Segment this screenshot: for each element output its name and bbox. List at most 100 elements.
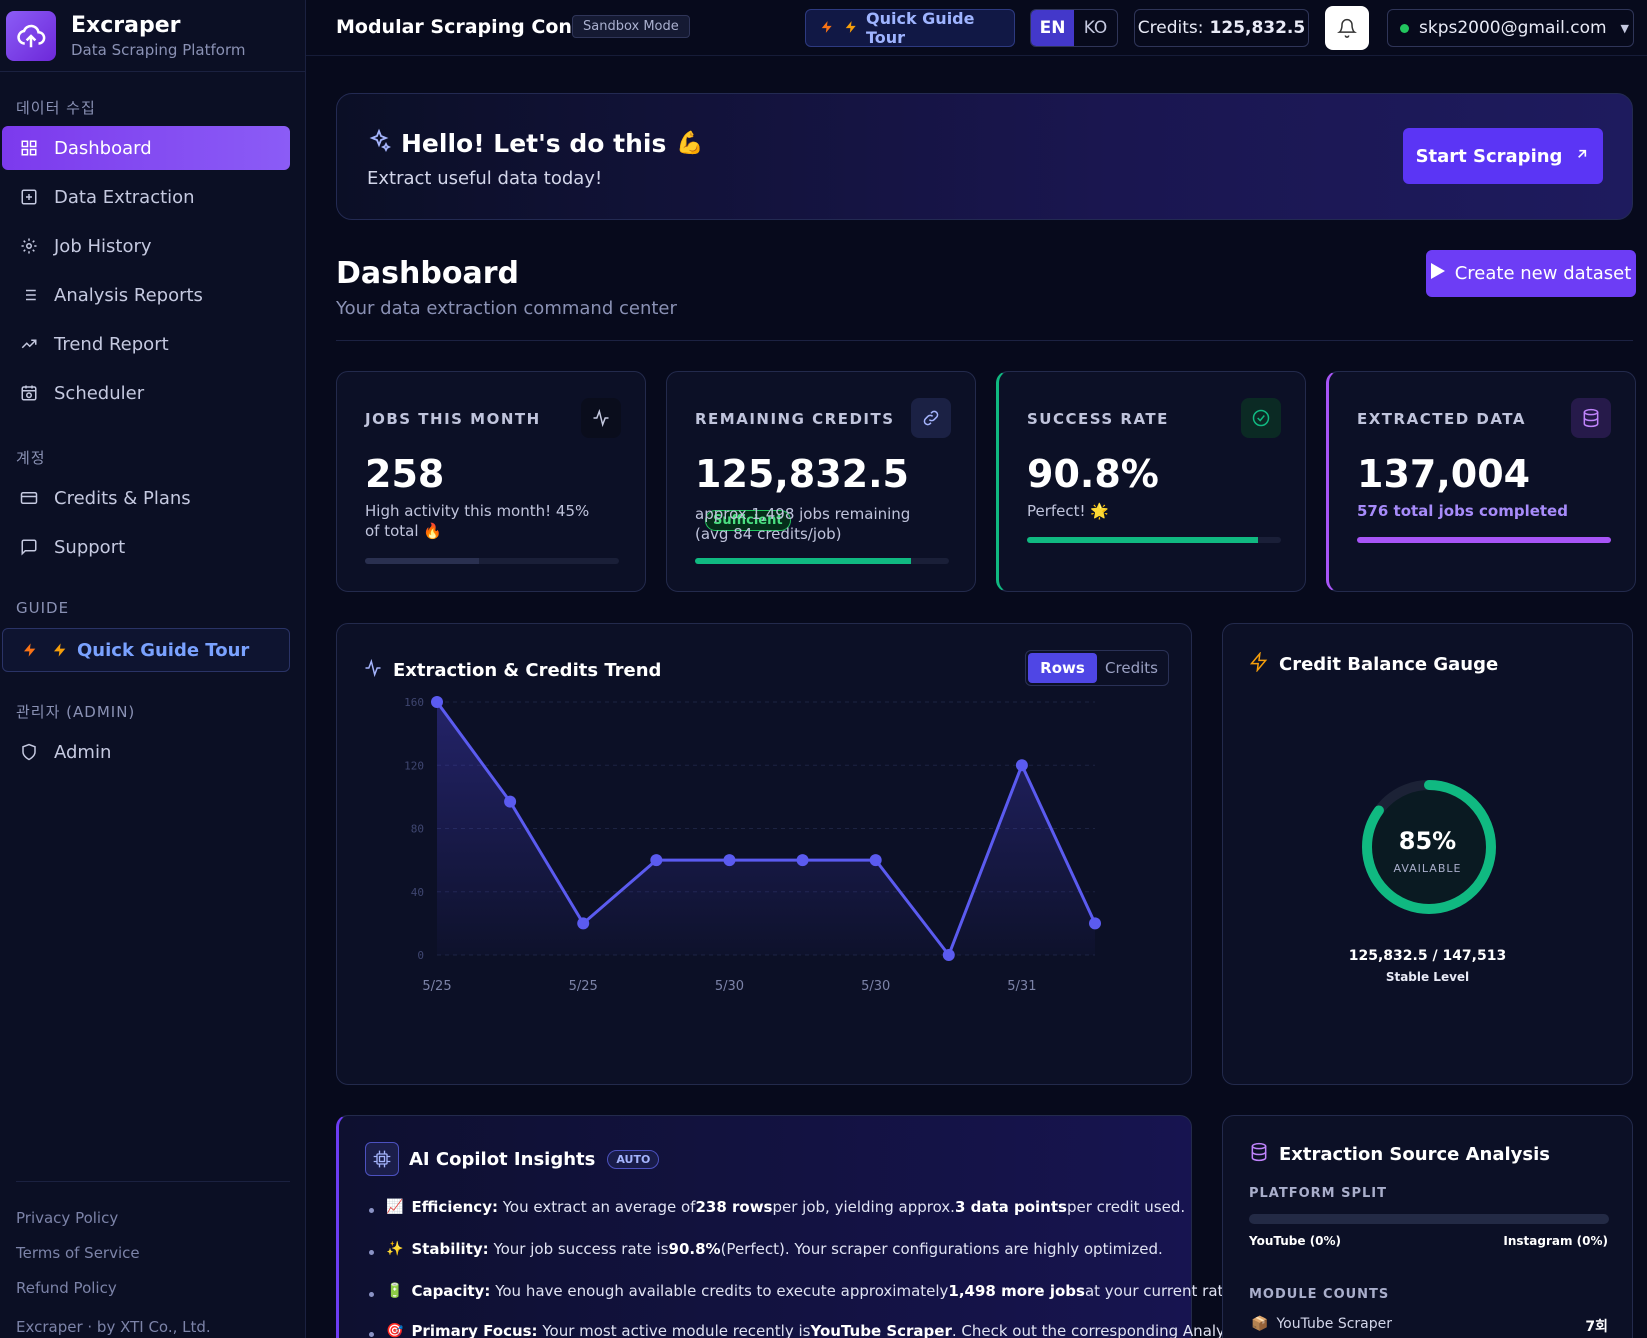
chart-emoji-icon: 📈	[386, 1199, 404, 1215]
insight-primary-focus: 🎯 Primary Focus: Your most active module…	[369, 1322, 1245, 1338]
stat-note: Perfect! 🌟	[1027, 502, 1110, 520]
lang-en-button[interactable]: EN	[1031, 10, 1074, 46]
sidebar-quick-guide-button[interactable]: Quick Guide Tour	[2, 628, 290, 672]
stat-value: 90.8%	[1027, 452, 1159, 496]
sidebar-item-data-extraction[interactable]: Data Extraction	[2, 175, 290, 219]
stat-value: 137,004	[1357, 452, 1531, 496]
stat-label: SUCCESS RATE	[1027, 410, 1169, 428]
source-title: Extraction Source Analysis	[1279, 1144, 1550, 1165]
bell-icon[interactable]	[1325, 6, 1369, 50]
gauge-arc	[1362, 780, 1496, 914]
list-icon	[18, 284, 40, 306]
sidebar-item-job-history[interactable]: Job History	[2, 224, 290, 268]
quick-guide-button[interactable]: Quick Guide Tour	[805, 9, 1015, 47]
terms-link[interactable]: Terms of Service	[16, 1244, 140, 1262]
trend-chart-card: Extraction & Credits Trend Rows Credits …	[336, 623, 1192, 1085]
sidebar-item-dashboard[interactable]: Dashboard	[2, 126, 290, 170]
gauge-balance: 125,832.5 / 147,513	[1348, 948, 1507, 964]
header-divider	[336, 340, 1633, 341]
grid-icon	[18, 137, 40, 159]
sidebar-divider	[16, 1181, 290, 1182]
link-icon	[911, 398, 951, 438]
stat-progress-fill	[1357, 537, 1611, 543]
auto-badge: AUTO	[607, 1149, 660, 1169]
sidebar-item-trend-report[interactable]: Trend Report	[2, 322, 290, 366]
toggle-rows[interactable]: Rows	[1028, 653, 1097, 683]
stat-value: 125,832.5Sufficient	[695, 452, 975, 540]
series-area	[437, 702, 1095, 955]
page-subtitle: Your data extraction command center	[336, 298, 677, 319]
console-title: Modular Scraping Console	[336, 16, 616, 38]
youtube-split: YouTube (0%)	[1249, 1234, 1342, 1248]
data-point	[942, 949, 955, 961]
gauge-card: Credit Balance Gauge 85% AVAILABLE 125,8…	[1222, 623, 1633, 1085]
insights-title: AI Copilot Insights	[409, 1148, 596, 1170]
arrow-up-right-icon	[1574, 146, 1590, 167]
section-guide: GUIDE	[16, 599, 70, 617]
insight-stability: ✨ Stability: Your job success rate is 90…	[369, 1240, 1163, 1258]
privacy-policy-link[interactable]: Privacy Policy	[16, 1209, 119, 1227]
sidebar-item-analysis-reports[interactable]: Analysis Reports	[2, 273, 290, 317]
chart-title: Extraction & Credits Trend	[393, 660, 662, 681]
instagram-split: Instagram (0%)	[1503, 1234, 1608, 1248]
module-count: 7회	[1585, 1319, 1608, 1335]
x-tick-label: 5/25	[569, 979, 598, 994]
sidebar-item-label: Credits & Plans	[54, 487, 191, 509]
platform-split-bar	[1249, 1214, 1609, 1224]
sandbox-badge: Sandbox Mode	[572, 15, 690, 38]
flexed-biceps-icon: 💪	[676, 130, 704, 156]
cloud-upload-icon[interactable]	[6, 10, 56, 61]
sidebar-item-credits-plans[interactable]: Credits & Plans	[2, 476, 290, 520]
hero-title: Hello! Let's do this	[401, 128, 667, 158]
stat-note: High activity this month! 45% of total 🔥	[365, 502, 590, 540]
sidebar-guide-label: Quick Guide Tour	[77, 639, 250, 661]
hero-subtitle: Extract useful data today!	[367, 168, 603, 189]
data-point	[504, 795, 517, 808]
start-scraping-button[interactable]: Start Scraping	[1403, 128, 1603, 184]
stat-progress-fill	[695, 558, 911, 564]
gauge-caption: AVAILABLE	[1393, 862, 1462, 875]
trend-chart: 0 40 80 120 160 5/25 5/25 5/30 5/30 5/31	[404, 696, 1101, 994]
sidebar-item-admin[interactable]: Admin	[2, 730, 290, 774]
refund-policy-link[interactable]: Refund Policy	[16, 1279, 117, 1297]
toggle-credits[interactable]: Credits	[1105, 659, 1158, 677]
stat-progress-fill	[1027, 537, 1258, 543]
x-tick-label: 5/31	[1007, 979, 1036, 994]
data-point	[431, 696, 443, 708]
user-menu[interactable]: skps2000@gmail.com ▼	[1387, 9, 1634, 47]
gauge-level: Stable Level	[1385, 970, 1470, 984]
data-point	[577, 917, 590, 930]
sidebar: Excraper Data Scraping Platform 데이터 수집 D…	[0, 0, 306, 1338]
data-point	[796, 854, 809, 867]
sidebar-item-support[interactable]: Support	[2, 525, 290, 569]
stat-progress	[695, 558, 949, 564]
bolt-icon	[844, 19, 858, 38]
source-analysis-card: Extraction Source Analysis PLATFORM SPLI…	[1222, 1115, 1633, 1338]
brand: Excraper Data Scraping Platform	[0, 0, 305, 72]
page-title: Dashboard	[336, 256, 519, 291]
x-tick-label: 5/25	[422, 979, 451, 994]
sidebar-item-label: Data Extraction	[54, 186, 195, 208]
fire-icon: 🔥	[423, 522, 442, 540]
target-emoji-icon: 🎯	[386, 1323, 404, 1338]
check-circle-icon	[1241, 398, 1281, 438]
credits-display: Credits: 125,832.5	[1134, 9, 1309, 47]
play-icon	[1430, 263, 1445, 284]
battery-emoji-icon: 🔋	[386, 1283, 404, 1299]
create-dataset-button[interactable]: Create new dataset	[1426, 250, 1636, 297]
sidebar-item-label: Trend Report	[54, 333, 169, 355]
start-scraping-label: Start Scraping	[1415, 145, 1563, 167]
topbar: Modular Scraping Console Sandbox Mode Qu…	[306, 0, 1647, 56]
lang-ko-button[interactable]: KO	[1083, 18, 1108, 38]
quick-guide-label: Quick Guide Tour	[866, 9, 975, 47]
data-point	[723, 854, 736, 867]
y-tick-label: 0	[417, 949, 424, 962]
user-email: skps2000@gmail.com	[1419, 18, 1607, 38]
sidebar-item-label: Job History	[54, 235, 152, 257]
sidebar-item-scheduler[interactable]: Scheduler	[2, 371, 290, 415]
bolt-outline-icon	[1249, 651, 1269, 677]
stat-progress	[365, 558, 619, 564]
y-tick-label: 120	[404, 759, 424, 772]
sufficient-badge: Sufficient	[705, 510, 791, 531]
language-switch: EN KO	[1030, 9, 1118, 47]
